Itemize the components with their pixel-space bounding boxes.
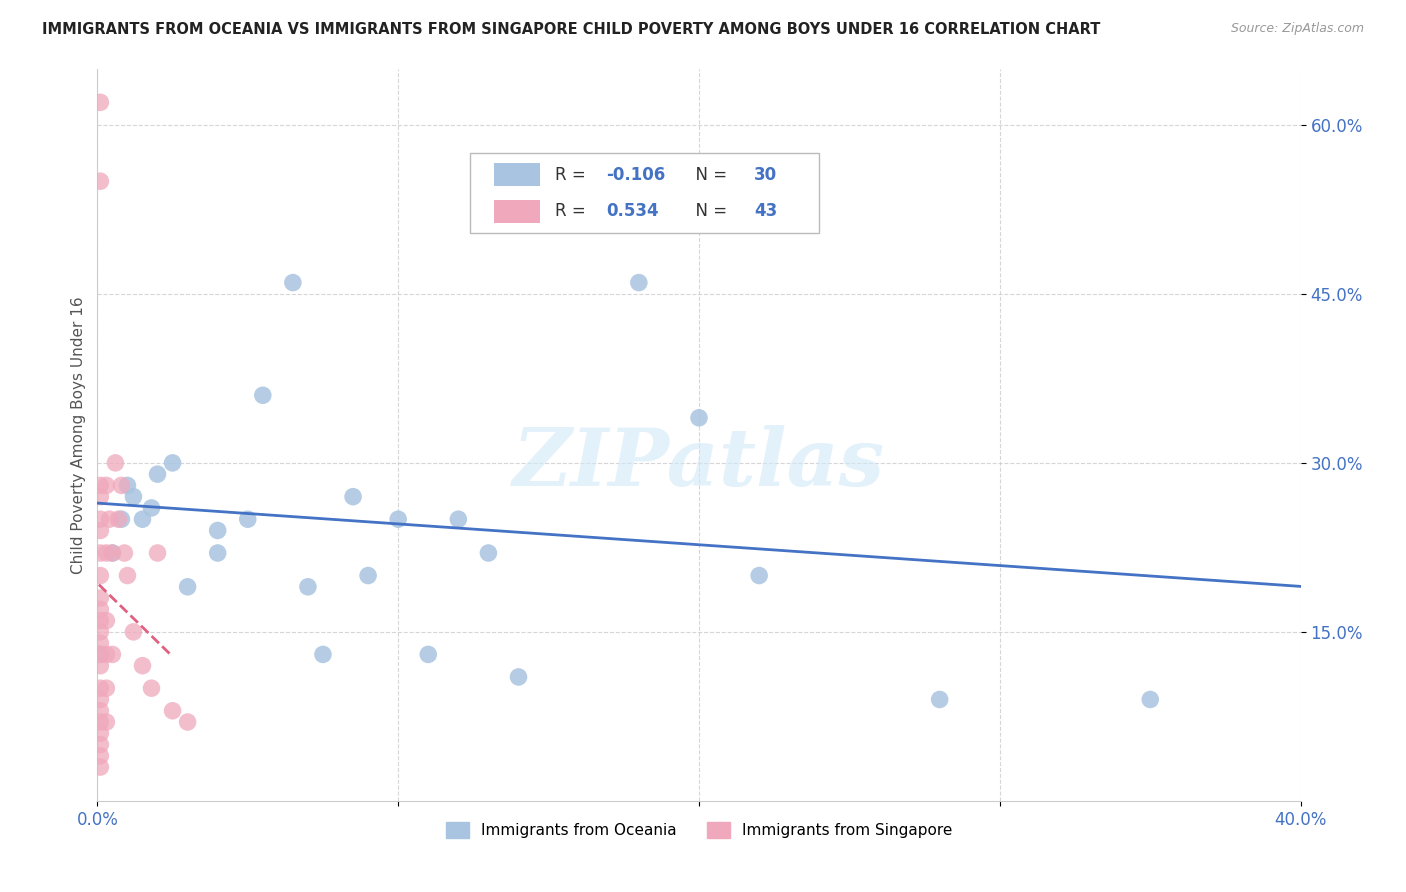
- Point: [89, 95, 111, 110]
- Point: [101, 546, 124, 560]
- Point: [98, 512, 121, 526]
- Point: [89, 636, 111, 650]
- Point: [89, 624, 111, 639]
- Point: [110, 512, 132, 526]
- Point: [96, 478, 118, 492]
- Text: 0.534: 0.534: [606, 202, 659, 220]
- Point: [176, 580, 198, 594]
- Point: [96, 648, 118, 662]
- Text: 30: 30: [755, 166, 778, 184]
- Point: [112, 546, 135, 560]
- Point: [96, 546, 118, 560]
- Point: [131, 658, 153, 673]
- Point: [162, 704, 184, 718]
- Point: [101, 648, 124, 662]
- Text: IMMIGRANTS FROM OCEANIA VS IMMIGRANTS FROM SINGAPORE CHILD POVERTY AMONG BOYS UN: IMMIGRANTS FROM OCEANIA VS IMMIGRANTS FR…: [42, 22, 1101, 37]
- Point: [89, 648, 111, 662]
- Point: [89, 174, 111, 188]
- Point: [96, 681, 118, 696]
- Point: [89, 726, 111, 740]
- Point: [96, 614, 118, 628]
- FancyBboxPatch shape: [495, 200, 540, 223]
- Point: [89, 614, 111, 628]
- Point: [89, 524, 111, 538]
- Point: [236, 512, 259, 526]
- Point: [748, 568, 770, 582]
- Text: ZIPatlas: ZIPatlas: [513, 425, 884, 503]
- Point: [141, 500, 163, 515]
- Point: [89, 602, 111, 616]
- Point: [297, 580, 319, 594]
- Point: [89, 648, 111, 662]
- Point: [312, 648, 335, 662]
- Point: [342, 490, 364, 504]
- Point: [96, 714, 118, 729]
- Text: Source: ZipAtlas.com: Source: ZipAtlas.com: [1230, 22, 1364, 36]
- Point: [89, 478, 111, 492]
- Point: [89, 658, 111, 673]
- Point: [104, 456, 127, 470]
- Point: [387, 512, 409, 526]
- Point: [688, 410, 710, 425]
- Point: [89, 748, 111, 763]
- Point: [357, 568, 380, 582]
- Point: [131, 512, 153, 526]
- Point: [553, 196, 575, 211]
- Y-axis label: Child Poverty Among Boys Under 16: Child Poverty Among Boys Under 16: [72, 296, 86, 574]
- Point: [89, 681, 111, 696]
- Point: [89, 714, 111, 729]
- Point: [1139, 692, 1161, 706]
- Point: [117, 568, 139, 582]
- FancyBboxPatch shape: [495, 163, 540, 186]
- Text: R =: R =: [554, 202, 591, 220]
- Point: [89, 512, 111, 526]
- Point: [928, 692, 950, 706]
- Point: [146, 546, 169, 560]
- Point: [477, 546, 499, 560]
- Point: [89, 692, 111, 706]
- Point: [89, 546, 111, 560]
- Point: [447, 512, 470, 526]
- Legend: Immigrants from Oceania, Immigrants from Singapore: Immigrants from Oceania, Immigrants from…: [440, 816, 959, 845]
- Point: [110, 478, 132, 492]
- Text: 43: 43: [755, 202, 778, 220]
- Point: [117, 478, 139, 492]
- Text: -0.106: -0.106: [606, 166, 665, 184]
- Text: N =: N =: [685, 166, 733, 184]
- Point: [141, 681, 163, 696]
- Point: [122, 490, 145, 504]
- Point: [207, 524, 229, 538]
- Point: [176, 714, 198, 729]
- Point: [89, 490, 111, 504]
- Point: [508, 670, 530, 684]
- Point: [162, 456, 184, 470]
- Point: [89, 760, 111, 774]
- Text: N =: N =: [685, 202, 733, 220]
- Text: R =: R =: [554, 166, 591, 184]
- Point: [281, 276, 304, 290]
- Point: [418, 648, 440, 662]
- Point: [89, 738, 111, 752]
- Point: [107, 512, 129, 526]
- Point: [89, 704, 111, 718]
- Point: [627, 276, 650, 290]
- FancyBboxPatch shape: [471, 153, 820, 234]
- Point: [89, 568, 111, 582]
- Point: [252, 388, 274, 402]
- Point: [101, 546, 124, 560]
- Point: [207, 546, 229, 560]
- Point: [146, 467, 169, 482]
- Point: [89, 591, 111, 605]
- Point: [122, 624, 145, 639]
